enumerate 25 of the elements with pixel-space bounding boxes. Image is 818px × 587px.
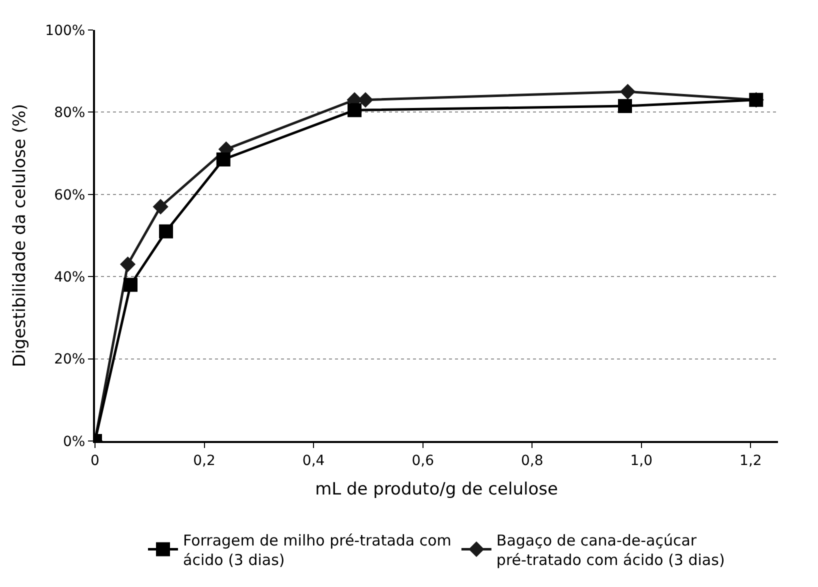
point <box>159 224 174 238</box>
y-tick-label: 60% <box>54 187 86 204</box>
point <box>124 278 138 292</box>
point <box>216 152 230 166</box>
y-axis-title: Digestibilidade da celulose (%) <box>10 104 30 368</box>
point <box>618 99 632 114</box>
x-tick-label: 0,2 <box>193 452 216 469</box>
legend-label: Forragem de milho pré-tratada com ácido (3 dias) <box>183 531 452 569</box>
y-tick-label: 100% <box>45 22 86 39</box>
x-tick-label: 1,0 <box>630 452 653 469</box>
legend-label: Bagaço de cana-de-açúcar pré-tratado com ácido (3 dias) <box>496 531 725 569</box>
y-tick-label: 20% <box>54 352 86 368</box>
x-tick-label: 1,2 <box>740 452 762 469</box>
y-tick-label: 80% <box>54 105 86 122</box>
x-tick-label: 0,4 <box>302 452 325 469</box>
point <box>152 198 168 215</box>
x-tick-label: 0,6 <box>412 452 434 469</box>
y-tick-label: 0% <box>62 434 86 450</box>
y-tick-label: 40% <box>54 270 86 286</box>
x-axis-title: mL de produto/g de celulose <box>315 480 558 500</box>
point <box>348 103 362 118</box>
point <box>120 256 136 272</box>
point <box>620 84 636 100</box>
x-tick-label: 0,8 <box>520 452 544 469</box>
x-tick-label: 0 <box>90 452 100 469</box>
